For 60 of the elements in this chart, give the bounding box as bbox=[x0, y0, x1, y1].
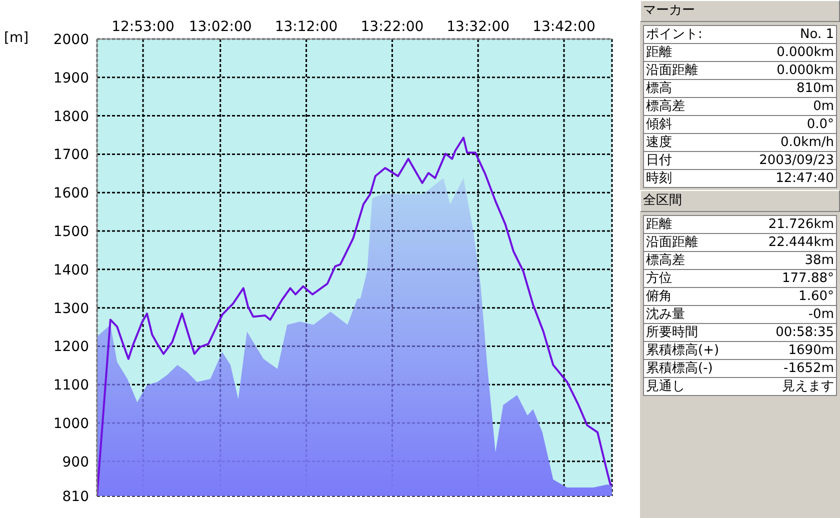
y-tick-label: 2000 bbox=[53, 32, 89, 48]
text: 0.0km/h bbox=[780, 134, 834, 151]
x-tick-label: 13:02:00 bbox=[188, 19, 252, 35]
text: 1690m bbox=[788, 342, 834, 359]
x-tick-label: 13:42:00 bbox=[532, 19, 596, 35]
text: 沿面距離 bbox=[646, 62, 698, 79]
text: 12:47:40 bbox=[776, 170, 834, 187]
text: 0.0° bbox=[806, 116, 834, 133]
y-tick-label: 1600 bbox=[53, 186, 89, 202]
text: 沈み量 bbox=[646, 306, 685, 323]
text: 標高差 bbox=[646, 98, 685, 115]
text: 0m bbox=[813, 98, 834, 115]
x-tick-label: 13:12:00 bbox=[274, 19, 338, 35]
y-tick-label: 1700 bbox=[53, 147, 89, 164]
text: 0.000km bbox=[776, 44, 834, 61]
text: 177.88° bbox=[782, 270, 834, 287]
text: 22.444km bbox=[768, 234, 834, 251]
x-tick-label: 13:22:00 bbox=[360, 19, 424, 35]
y-tick-label: 1500 bbox=[53, 224, 89, 240]
x-tick-label: 13:32:00 bbox=[446, 19, 510, 35]
text: 傾斜 bbox=[646, 116, 672, 133]
text: 810m bbox=[796, 80, 834, 97]
y-tick-label: 1800 bbox=[53, 108, 89, 125]
text: 全区間 bbox=[640, 190, 840, 212]
text: 日付 bbox=[646, 152, 672, 169]
y-tick-label: 1300 bbox=[53, 300, 89, 317]
y-tick-label: 1000 bbox=[53, 416, 89, 432]
y-axis-title: [m] bbox=[4, 30, 29, 46]
text: 見通し bbox=[646, 378, 685, 395]
text: 標高 bbox=[646, 80, 672, 97]
text: 速度 bbox=[646, 134, 672, 151]
text: 38m bbox=[804, 252, 834, 269]
text: 俯角 bbox=[646, 288, 672, 305]
text: 見えます bbox=[782, 378, 834, 395]
text: 方位 bbox=[646, 270, 672, 287]
text: -0m bbox=[808, 306, 834, 323]
x-tick-label: 12:53:00 bbox=[112, 19, 174, 35]
text: -1652m bbox=[784, 360, 834, 377]
text: 21.726km bbox=[768, 216, 834, 233]
text: No. 1 bbox=[800, 26, 834, 43]
text: 累積標高(+) bbox=[646, 342, 720, 359]
text: 0.000km bbox=[776, 62, 834, 79]
y-tick-label: 1900 bbox=[53, 70, 89, 86]
text: ポイント: bbox=[646, 26, 702, 43]
text: 距離 bbox=[646, 216, 672, 233]
y-tick-label: 1400 bbox=[53, 262, 89, 278]
y-tick-label: 1200 bbox=[53, 339, 89, 356]
text: 距離 bbox=[646, 44, 672, 61]
text: 所要時間 bbox=[646, 324, 698, 341]
y-tick-label: 1100 bbox=[53, 378, 89, 394]
text: 時刻 bbox=[646, 170, 672, 187]
text: 沿面距離 bbox=[646, 234, 698, 251]
text: 00:58:35 bbox=[776, 324, 834, 341]
text: 2003/09/23 bbox=[759, 152, 834, 169]
text: 1.60° bbox=[798, 288, 834, 305]
y-tick-label: 900 bbox=[62, 454, 89, 470]
y-tick-label: 810 bbox=[62, 488, 89, 505]
text: マーカー bbox=[640, 0, 840, 22]
text: 累積標高(-) bbox=[646, 360, 713, 377]
text: 標高差 bbox=[646, 252, 685, 269]
